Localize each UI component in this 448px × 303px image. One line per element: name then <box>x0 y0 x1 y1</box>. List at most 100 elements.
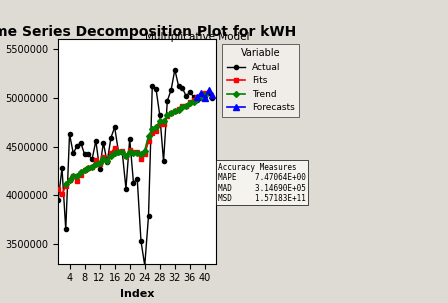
Fits <box>183 104 189 108</box>
Fits <box>123 155 129 158</box>
Fits <box>150 131 155 135</box>
Trend <box>198 95 204 99</box>
Line: Fits: Fits <box>56 91 207 197</box>
Trend <box>104 159 110 163</box>
Trend <box>195 97 200 101</box>
Trend <box>187 101 193 105</box>
Text: Accuracy Measures
MAPE    7.47064E+00
MAD     3.14690E+05
MSD     1.57183E+11: Accuracy Measures MAPE 7.47064E+00 MAD 3… <box>218 163 306 203</box>
Trend <box>202 93 207 97</box>
Fits <box>97 162 102 166</box>
Actual <box>153 87 159 91</box>
Actual <box>116 150 121 153</box>
Fits <box>164 115 170 118</box>
Fits <box>86 166 91 170</box>
Actual <box>59 166 65 170</box>
Trend <box>112 152 117 155</box>
Trend <box>120 150 125 153</box>
Trend <box>108 155 114 158</box>
Actual <box>146 214 151 218</box>
Trend <box>74 174 80 178</box>
Fits <box>157 122 163 126</box>
Trend <box>116 151 121 154</box>
Fits <box>78 173 83 177</box>
Fits <box>71 174 76 178</box>
Trend <box>176 108 181 112</box>
Trend <box>71 174 76 178</box>
Fits <box>202 91 207 95</box>
Actual <box>210 96 215 100</box>
Actual <box>63 228 69 231</box>
Actual <box>127 137 133 141</box>
Actual <box>131 181 136 185</box>
Trend <box>90 165 95 169</box>
Actual <box>78 141 83 145</box>
Actual <box>157 114 163 117</box>
Trend <box>153 125 159 129</box>
Actual <box>67 132 72 136</box>
Fits <box>187 100 193 104</box>
Fits <box>104 158 110 162</box>
Actual <box>108 136 114 140</box>
Actual <box>123 187 129 190</box>
Actual <box>86 153 91 156</box>
Trend <box>97 161 102 165</box>
Forecasts <box>206 88 211 92</box>
Fits <box>146 139 151 143</box>
Actual <box>71 152 76 155</box>
Trend <box>86 166 91 170</box>
Actual <box>150 84 155 88</box>
Trend <box>183 104 189 108</box>
Trend <box>63 182 69 185</box>
Fits <box>172 109 177 112</box>
Text: Multiplicative Model: Multiplicative Model <box>145 32 250 42</box>
Fits <box>116 150 121 153</box>
Trend <box>157 119 163 123</box>
Actual <box>82 153 87 156</box>
Fits <box>108 152 114 155</box>
Fits <box>180 104 185 108</box>
Actual <box>97 167 102 171</box>
Trend <box>191 100 196 104</box>
Trend <box>164 114 170 117</box>
Trend <box>172 109 177 112</box>
Fits <box>131 151 136 154</box>
Fits <box>59 193 65 196</box>
X-axis label: Index: Index <box>120 289 155 299</box>
Forecasts <box>210 93 215 97</box>
Fits <box>67 178 72 181</box>
Actual <box>56 198 61 202</box>
Fits <box>82 168 87 172</box>
Actual <box>198 96 204 100</box>
Fits <box>101 155 106 159</box>
Forecasts <box>202 96 207 100</box>
Actual <box>191 95 196 99</box>
Line: Trend: Trend <box>64 93 207 186</box>
Trend <box>168 111 174 114</box>
Actual <box>120 150 125 153</box>
Trend <box>134 152 140 155</box>
Trend <box>78 170 83 174</box>
Actual <box>183 94 189 98</box>
Fits <box>198 93 204 97</box>
Actual <box>134 177 140 181</box>
Fits <box>134 151 140 154</box>
Actual <box>142 264 147 267</box>
Actual <box>138 239 144 243</box>
Actual <box>104 160 110 164</box>
Trend <box>142 149 147 152</box>
Trend <box>123 155 129 158</box>
Actual <box>90 158 95 161</box>
Title: Time Series Decomposition Plot for kWH: Time Series Decomposition Plot for kWH <box>0 25 296 39</box>
Trend <box>180 105 185 108</box>
Actual <box>74 144 80 148</box>
Trend <box>146 134 151 138</box>
Actual <box>161 159 166 163</box>
Actual <box>172 68 177 72</box>
Forecasts <box>195 95 200 99</box>
Actual <box>101 141 106 145</box>
Line: Actual: Actual <box>56 68 215 268</box>
Fits <box>176 107 181 110</box>
Trend <box>161 119 166 123</box>
Trend <box>127 150 133 153</box>
Fits <box>112 146 117 149</box>
